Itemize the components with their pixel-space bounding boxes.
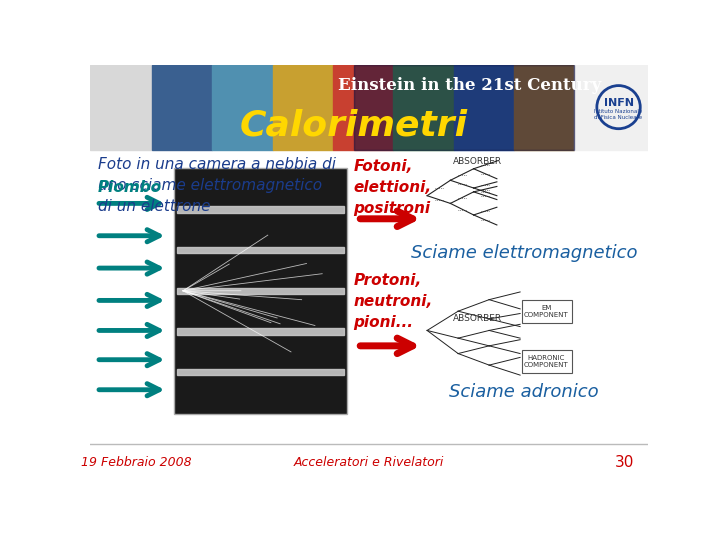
- Text: Piombo: Piombo: [98, 180, 162, 195]
- Bar: [454, 65, 514, 150]
- Bar: [212, 65, 273, 150]
- Text: HADRONIC
COMPONENT: HADRONIC COMPONENT: [524, 355, 569, 368]
- Text: Sciame adronico: Sciame adronico: [449, 383, 599, 401]
- Bar: [175, 168, 346, 413]
- Text: Fotoni,
elettioni,
positroni: Fotoni, elettioni, positroni: [354, 159, 431, 216]
- Text: INFN: INFN: [603, 98, 634, 109]
- Text: Istituto Nazionale
di Fisica Nucleare: Istituto Nazionale di Fisica Nucleare: [595, 110, 643, 120]
- Bar: [177, 328, 344, 335]
- Text: 30: 30: [615, 455, 634, 470]
- Text: Einstein in the 21st Century: Einstein in the 21st Century: [338, 77, 601, 94]
- Bar: [354, 65, 575, 150]
- Text: Protoni,
neutroni,
pioni...: Protoni, neutroni, pioni...: [354, 273, 433, 330]
- Text: Foto in una camera a nebbia di
uno sciame elettromagnetico
di un elettrone: Foto in una camera a nebbia di uno sciam…: [98, 157, 336, 214]
- Text: Sciame elettromagnetico: Sciame elettromagnetico: [410, 245, 637, 262]
- Bar: [177, 206, 344, 213]
- Bar: [177, 288, 344, 294]
- Text: ABSORBER: ABSORBER: [453, 314, 502, 323]
- Bar: [514, 65, 575, 150]
- Text: Calorimetri: Calorimetri: [240, 109, 467, 143]
- Bar: [522, 300, 572, 323]
- Bar: [393, 65, 454, 150]
- Bar: [333, 65, 393, 150]
- Bar: [273, 65, 333, 150]
- Text: Acceleratori e Rivelatori: Acceleratori e Rivelatori: [294, 456, 444, 469]
- Bar: [522, 350, 572, 373]
- Bar: [177, 247, 344, 253]
- Bar: [90, 65, 152, 150]
- Bar: [90, 444, 648, 481]
- Bar: [177, 369, 344, 375]
- Bar: [575, 65, 648, 150]
- Bar: [174, 168, 346, 414]
- Text: 19 Febbraio 2008: 19 Febbraio 2008: [81, 456, 192, 469]
- Text: ABSORBER: ABSORBER: [453, 157, 502, 166]
- Text: EM
COMPONENT: EM COMPONENT: [524, 305, 569, 318]
- Bar: [152, 65, 212, 150]
